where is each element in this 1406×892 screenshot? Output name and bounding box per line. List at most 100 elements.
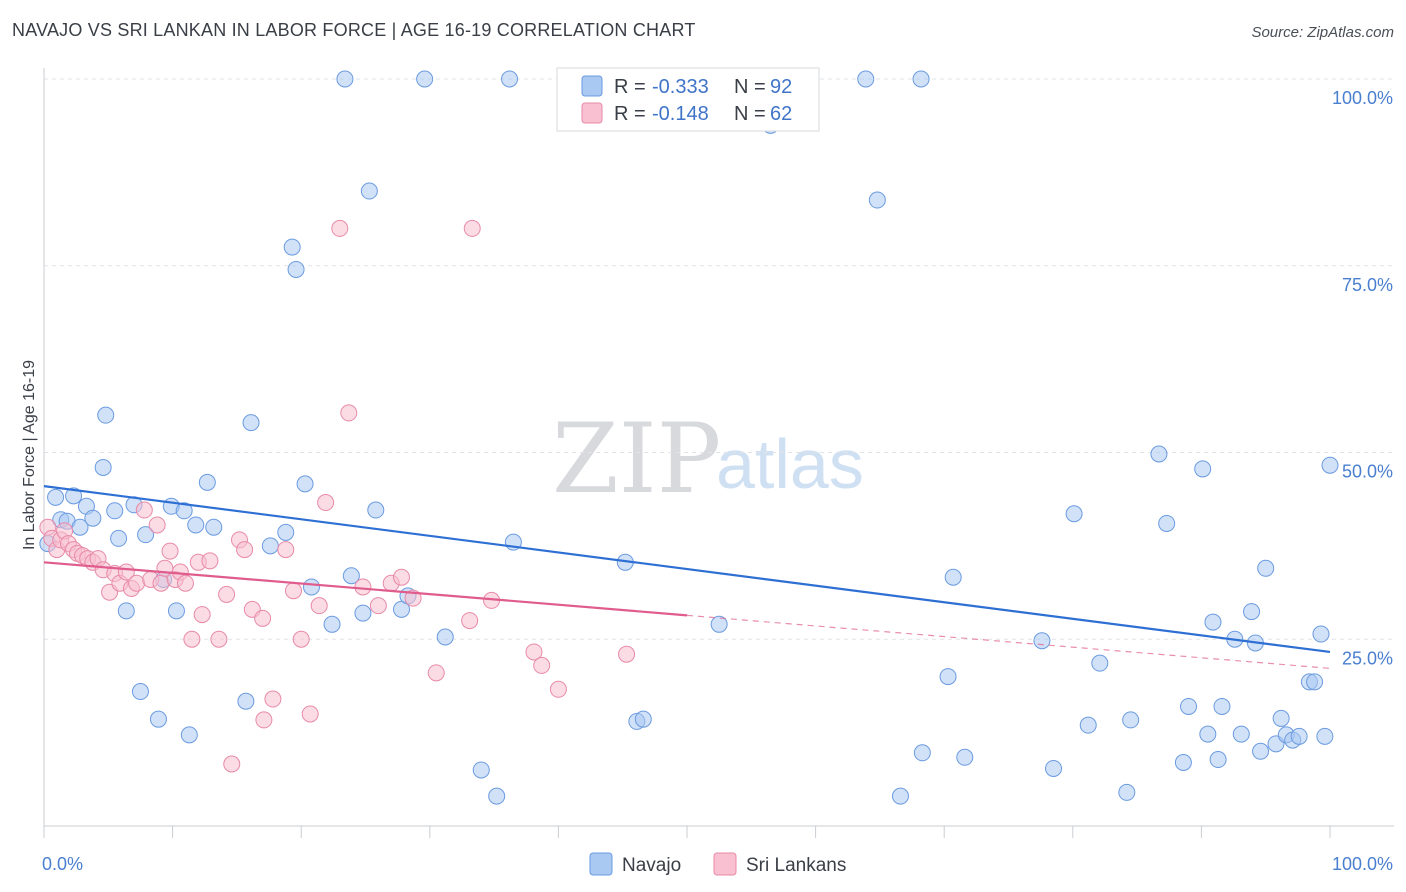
srilankan-trend-extension (686, 614, 1331, 669)
srilankan-point (533, 656, 551, 674)
srilankan-point (128, 574, 146, 592)
srilankan-point (152, 574, 170, 592)
trend-lines (43, 485, 1331, 669)
navajo-point (302, 578, 320, 596)
y-tick-label: 75.0% (1342, 275, 1393, 295)
navajo-point (131, 683, 149, 701)
watermark: ZIP atlas (552, 403, 864, 515)
navajo-point (205, 518, 223, 536)
srilankan-point (461, 612, 479, 630)
navajo-point (634, 710, 652, 728)
srilankan-trend-line (43, 561, 688, 617)
srilankan-point (354, 578, 372, 596)
navajo-point (367, 501, 385, 519)
navajo-point (65, 487, 83, 505)
navajo-point (472, 761, 490, 779)
navajo-point (501, 70, 519, 88)
srilankan-point (255, 711, 273, 729)
navajo-point (1243, 603, 1261, 621)
navajo-point (868, 191, 886, 209)
bottom-legend-srilankan: Sri Lankans (746, 855, 846, 876)
srilankan-point (427, 664, 445, 682)
srilankan-point (618, 645, 636, 663)
srilankan-point (183, 630, 201, 648)
navajo-point (242, 414, 260, 432)
navajo-point (237, 692, 255, 710)
bottom-legend-navajo: Navajo (622, 855, 681, 876)
navajo-point (1033, 632, 1051, 650)
navajo-point (1199, 725, 1217, 743)
navajo-point (323, 615, 341, 633)
x-tick-label: 0.0% (42, 854, 83, 874)
srilankan-point (463, 219, 481, 237)
navajo-point (1118, 783, 1136, 801)
navajo-point (287, 260, 305, 278)
legend-n-label: N = (734, 103, 766, 125)
navajo-point (94, 458, 112, 476)
navajo-point (175, 502, 193, 520)
navajo-point (710, 615, 728, 633)
legend-r-value-srilankan: -0.148 (652, 103, 709, 125)
legend-r-value-navajo: -0.333 (652, 76, 709, 98)
navajo-point (137, 526, 155, 544)
navajo-point (416, 70, 434, 88)
chart-source: Source: ZipAtlas.com (1251, 24, 1394, 41)
srilankan-point (317, 494, 335, 512)
legend-n-value-navajo: 92 (770, 76, 792, 98)
chart-title: NAVAJO VS SRI LANKAN IN LABOR FORCE | AG… (12, 20, 696, 40)
srilankan-point (277, 541, 295, 559)
navajo-point (1321, 456, 1339, 474)
navajo-point (1091, 654, 1109, 672)
srilankan-point (161, 542, 179, 560)
x-tick-label: 100.0% (1332, 854, 1393, 874)
navajo-point (1316, 727, 1334, 745)
navajo-point (1122, 711, 1140, 729)
navajo-point (1209, 751, 1227, 769)
axes (43, 68, 1394, 838)
watermark-atlas: atlas (716, 425, 864, 503)
y-axis-label: In Labor Force | Age 16-19 (21, 360, 38, 550)
navajo-point (1045, 759, 1063, 777)
srilankan-point (340, 404, 358, 422)
y-tick-labels: 100.0% 75.0% 50.0% 25.0% (1332, 88, 1393, 668)
srilankan-point (369, 597, 387, 615)
navajo-point (149, 710, 167, 728)
navajo-point (488, 787, 506, 805)
legend-swatch-srilankan (581, 102, 603, 124)
navajo-point (1065, 505, 1083, 523)
navajo-point (84, 509, 102, 527)
watermark-zip: ZIP (552, 403, 721, 515)
legend-n-value-srilankan: 62 (770, 103, 792, 125)
navajo-point (360, 182, 378, 200)
navajo-point (354, 604, 372, 622)
srilankan-point (393, 568, 411, 586)
srilankan-point (254, 609, 272, 627)
srilankan-point (201, 552, 219, 570)
navajo-point (283, 238, 301, 256)
srilankan-point (549, 680, 567, 698)
navajo-point (956, 748, 974, 766)
srilankan-point (236, 541, 254, 559)
y-tick-label: 25.0% (1342, 648, 1393, 668)
navajo-point (912, 70, 930, 88)
navajo-point (1312, 625, 1330, 643)
navajo-point (1290, 727, 1308, 745)
srilankan-point (310, 597, 328, 615)
srilankan-point (193, 606, 211, 624)
bottom-legend-swatch-navajo (589, 852, 613, 876)
navajo-point (1306, 673, 1324, 691)
navajo-point (1180, 697, 1198, 715)
navajo-point (198, 473, 216, 491)
srilankan-point (148, 516, 166, 534)
navajo-point (97, 406, 115, 424)
navajo-point (857, 70, 875, 88)
srilankan-point (525, 643, 543, 661)
legend-r-label: R = (614, 103, 646, 125)
navajo-point (944, 568, 962, 586)
navajo-point (1194, 460, 1212, 478)
navajo-point (1252, 742, 1270, 760)
legend-n-label: N = (734, 76, 766, 98)
top-legend: R = -0.333 N = 92 R = -0.148 N = 62 (556, 67, 820, 132)
srilankan-point (135, 501, 153, 519)
